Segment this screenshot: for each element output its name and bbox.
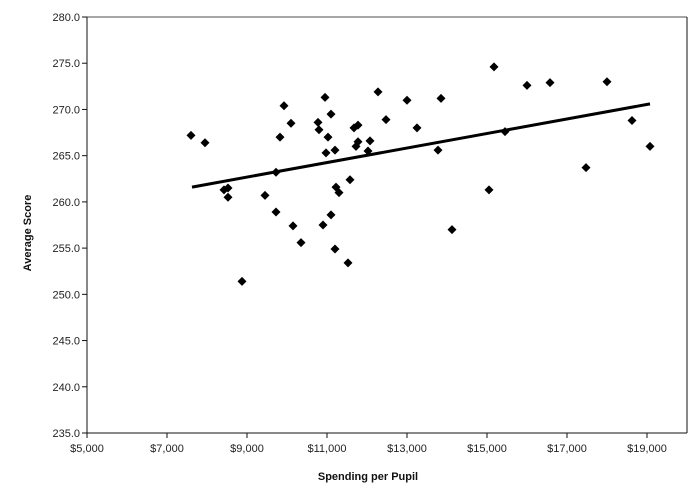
x-tick-label: $9,000	[230, 443, 264, 455]
y-tick-label: 255.0	[52, 243, 80, 255]
data-point	[522, 80, 532, 90]
data-point	[186, 130, 196, 140]
trendline	[191, 102, 651, 189]
data-point	[313, 117, 323, 127]
data-point	[279, 101, 289, 111]
data-point	[433, 145, 443, 155]
y-tick-label: 265.0	[52, 151, 80, 163]
x-axis-title: Spending per Pupil	[318, 471, 418, 483]
x-tick-label: $13,000	[387, 443, 427, 455]
data-point	[260, 190, 270, 200]
data-point	[489, 62, 499, 72]
data-point	[343, 258, 353, 268]
data-point	[314, 125, 324, 135]
y-axis: 235.0 240.0 245.0 250.0 255.0 260.0 265.0 270.0…	[52, 12, 88, 440]
y-tick-label: 275.0	[52, 58, 80, 70]
data-point	[627, 116, 637, 126]
data-point	[436, 93, 446, 103]
data-point	[345, 175, 355, 185]
data-point	[447, 225, 457, 235]
data-point	[351, 141, 361, 151]
data-point	[326, 109, 336, 119]
y-tick-label: 245.0	[52, 336, 80, 348]
data-point	[645, 141, 655, 151]
data-point	[334, 188, 344, 198]
data-point	[581, 163, 591, 173]
y-tick-label: 280.0	[52, 12, 80, 24]
data-point	[365, 136, 375, 146]
data-point	[363, 146, 373, 156]
trendline-line	[191, 102, 651, 189]
data-point	[296, 238, 306, 248]
x-tick-label: $19,000	[627, 443, 667, 455]
data-point	[288, 221, 298, 231]
y-tick-label: 235.0	[52, 428, 80, 440]
data-point	[412, 123, 422, 133]
y-tick-label: 240.0	[52, 382, 80, 394]
data-point	[373, 87, 383, 97]
y-tick-label: 260.0	[52, 197, 80, 209]
x-tick-label: $5,000	[70, 443, 104, 455]
data-point	[320, 92, 330, 102]
data-point	[200, 138, 210, 148]
data-point	[330, 145, 340, 155]
data-point	[271, 167, 281, 177]
data-points	[186, 62, 655, 286]
y-axis-title: Average Score	[22, 195, 34, 272]
x-tick-label: $15,000	[467, 443, 507, 455]
data-point	[484, 185, 494, 195]
data-point	[237, 276, 247, 286]
data-point	[402, 95, 412, 105]
data-point	[381, 115, 391, 125]
data-point	[500, 127, 510, 137]
data-point	[286, 118, 296, 128]
data-point	[323, 132, 333, 142]
x-tick-label: $11,000	[308, 443, 347, 455]
data-point	[223, 192, 233, 202]
data-point	[321, 148, 331, 158]
x-tick-label: $17,000	[547, 443, 587, 455]
data-point	[223, 183, 233, 193]
data-point	[330, 244, 340, 254]
data-point	[271, 207, 281, 217]
plot-frame	[87, 16, 688, 433]
y-tick-label: 270.0	[52, 104, 80, 116]
y-tick-label: 250.0	[52, 289, 80, 301]
data-point	[602, 77, 612, 87]
x-axis: $5,000 $7,000 $9,000 $11,000 $13,000 $15,000 $…	[70, 432, 687, 455]
data-point	[318, 220, 328, 230]
data-point	[326, 210, 336, 220]
x-tick-label: $7,000	[150, 443, 184, 455]
data-point	[545, 78, 555, 88]
data-point	[275, 132, 285, 142]
data-point	[353, 120, 363, 130]
